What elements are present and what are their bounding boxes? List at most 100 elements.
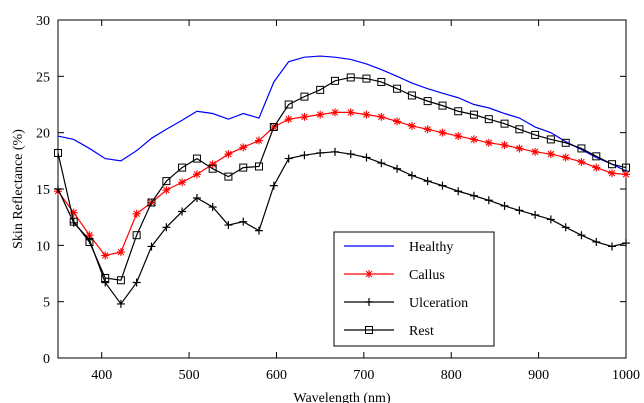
plus-marker [239,217,248,226]
star-marker [178,178,187,187]
plus-marker [438,181,447,190]
plus-marker [54,185,62,193]
square-marker [454,107,463,116]
square-marker [269,123,278,132]
square-marker [178,163,187,172]
legend-entry: Healthy [344,240,453,255]
y-tick-label: 30 [36,14,50,29]
x-axis-label: Wavelength (nm) [293,391,391,403]
series-callus [54,108,630,260]
plus-marker [178,207,187,216]
x-tick-label: 900 [528,368,549,383]
plus-marker [147,242,156,251]
plus-marker [254,226,263,235]
square-marker [577,144,586,153]
star-marker [469,135,478,144]
series-ulceration [54,147,630,308]
square-marker [284,100,293,109]
plus-marker [592,237,601,246]
plus-marker [331,147,340,156]
plus-marker [284,154,293,163]
star-marker [500,141,509,150]
legend-entry: Rest [344,324,434,339]
square-marker [224,172,233,181]
x-tick-labels: 400 500 600 700 800 900 1000 [91,368,640,383]
square-marker [54,148,62,157]
square-marker [500,119,509,128]
square-marker [515,125,524,134]
plus-marker [365,298,373,306]
x-tick-label: 700 [353,368,374,383]
square-marker [147,198,156,207]
star-marker [284,115,293,124]
star-marker [208,160,217,169]
star-marker [577,157,586,166]
plus-marker [500,201,509,210]
plus-marker [162,223,171,232]
plus-marker [377,159,386,168]
star-marker [239,143,248,152]
plus-marker [208,203,217,212]
plus-marker [454,187,463,196]
plus-marker [515,206,524,215]
square-marker [592,152,601,161]
y-tick-label: 0 [43,352,50,367]
star-marker [561,153,570,162]
x-tick-label: 400 [91,368,112,383]
square-marker [239,163,248,172]
star-marker [592,163,601,172]
square-marker [546,135,555,144]
plus-marker [362,153,371,162]
square-marker [254,162,263,171]
square-marker [331,76,340,85]
series-line [57,55,627,172]
series-line [57,151,627,305]
y-tick-label: 5 [43,296,50,311]
legend-label: Rest [409,324,434,339]
legend-label: Healthy [409,240,453,255]
star-marker [454,132,463,141]
x-tick-label: 600 [266,368,287,383]
star-marker [192,170,201,179]
plus-marker [116,299,125,308]
plus-marker [346,150,355,159]
y-tick-label: 10 [36,239,50,254]
plus-marker [484,196,493,205]
star-marker [377,112,386,121]
square-marker [162,177,171,186]
plus-marker [224,221,233,230]
square-marker [608,160,617,169]
plus-marker [622,239,630,248]
legend-box [333,231,495,347]
star-marker [438,128,447,137]
plus-marker [608,242,617,251]
star-marker [85,231,94,240]
square-marker [116,276,125,285]
legend-entry: Callus [344,268,445,283]
x-tick-label: 1000 [612,368,640,383]
star-marker [316,110,325,119]
x-tick-label: 500 [179,368,200,383]
star-marker [407,121,416,130]
plus-marker [407,171,416,180]
square-marker [561,138,570,147]
square-marker [423,97,432,106]
star-marker [346,108,355,117]
plus-marker [269,181,278,190]
square-marker [438,101,447,110]
star-marker [622,170,630,179]
square-marker [469,110,478,119]
plus-marker [192,194,201,203]
star-marker [331,108,340,117]
star-marker [132,209,141,218]
square-marker [85,237,94,246]
star-marker [300,112,309,121]
legend-label: Ulceration [409,296,468,311]
square-marker [346,73,355,82]
square-marker [362,74,371,83]
plus-marker [423,177,432,186]
plus-marker [393,164,402,173]
plus-marker [469,191,478,200]
y-tick-label: 15 [36,183,50,198]
series-healthy [57,55,627,172]
